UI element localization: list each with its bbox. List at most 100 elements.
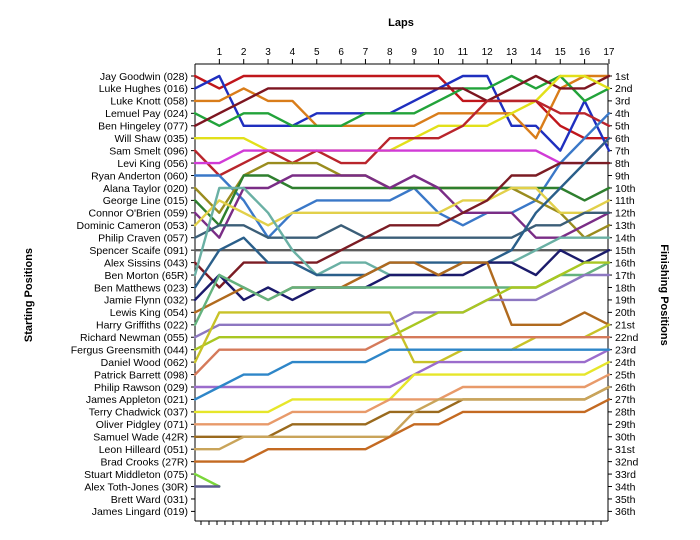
lap-tick-label-1: 1 bbox=[217, 47, 223, 58]
finishing-position-label: 31st bbox=[615, 444, 635, 456]
lap-tick-label-12: 12 bbox=[482, 47, 494, 58]
lap-tick-label-16: 16 bbox=[579, 47, 591, 58]
starting-driver-label: Samuel Wade (42R) bbox=[93, 432, 188, 444]
starting-driver-label: Stuart Middleton (075) bbox=[84, 469, 188, 481]
finishing-position-label: 11th bbox=[615, 195, 635, 207]
starting-driver-label: Alex Sissins (043) bbox=[104, 257, 188, 269]
lap-tick-label-10: 10 bbox=[433, 47, 445, 58]
starting-driver-label: Will Shaw (035) bbox=[114, 133, 188, 145]
x-axis-title: Laps bbox=[388, 17, 414, 29]
right-axis-title: Finishing Positions bbox=[658, 244, 670, 345]
starting-driver-label: Levi King (056) bbox=[117, 158, 188, 170]
driver-series-line-13 bbox=[193, 186, 611, 227]
starting-driver-label: Oliver Pidgley (071) bbox=[96, 419, 188, 431]
starting-driver-label: Brad Crooks (27R) bbox=[100, 456, 188, 468]
driver-series-line-22 bbox=[193, 273, 611, 339]
starting-driver-label: Dominic Cameron (053) bbox=[77, 220, 188, 232]
finishing-position-label: 16th bbox=[615, 257, 636, 269]
series-lines-group bbox=[193, 74, 611, 488]
finishing-position-label: 28th bbox=[615, 407, 636, 419]
finishing-position-label: 12th bbox=[615, 208, 636, 220]
starting-driver-label: Philip Craven (057) bbox=[98, 233, 188, 245]
starting-driver-label: Lewis King (054) bbox=[110, 307, 188, 319]
starting-driver-label: Philip Rawson (029) bbox=[94, 382, 188, 394]
finishing-position-label: 33rd bbox=[615, 469, 636, 481]
starting-driver-label: Brett Ward (031) bbox=[111, 494, 188, 506]
driver-series-line-16 bbox=[193, 161, 611, 289]
driver-series-line-1 bbox=[193, 74, 611, 140]
finishing-position-label: 3rd bbox=[615, 96, 630, 108]
starting-driver-label: Jay Goodwin (028) bbox=[100, 71, 188, 83]
starting-driver-label: Lemuel Pay (024) bbox=[105, 108, 188, 120]
finishing-position-label: 8th bbox=[615, 158, 630, 170]
driver-series-line-26 bbox=[193, 348, 611, 389]
starting-driver-label: Spencer Scaife (091) bbox=[89, 245, 188, 257]
starting-driver-label: James Appleton (021) bbox=[86, 394, 188, 406]
starting-driver-label: Luke Knott (058) bbox=[110, 96, 188, 108]
finishing-position-label: 14th bbox=[615, 233, 636, 245]
driver-series-line-27 bbox=[193, 348, 611, 401]
starting-driver-label: Daniel Wood (062) bbox=[101, 357, 188, 369]
starting-driver-label: Terry Chadwick (037) bbox=[89, 407, 188, 419]
starting-driver-label: Luke Hughes (016) bbox=[99, 83, 188, 95]
starting-driver-label: Fergus Greensmith (044) bbox=[71, 344, 188, 356]
lap-tick-label-17: 17 bbox=[603, 47, 615, 58]
finishing-position-label: 9th bbox=[615, 170, 630, 182]
lap-tick-label-8: 8 bbox=[387, 47, 393, 58]
lap-tick-label-4: 4 bbox=[290, 47, 296, 58]
starting-driver-label: Alana Taylor (020) bbox=[103, 183, 188, 195]
driver-series-line-33 bbox=[193, 472, 221, 488]
lap-tick-label-7: 7 bbox=[363, 47, 369, 58]
left-axis-title: Starting Positions bbox=[23, 248, 35, 342]
finishing-position-label: 10th bbox=[615, 183, 636, 195]
starting-driver-label: Alex Toth-Jones (30R) bbox=[84, 481, 188, 493]
finishing-position-label: 15th bbox=[615, 245, 636, 257]
finishing-position-label: 17th bbox=[615, 270, 636, 282]
lap-tick-label-6: 6 bbox=[338, 47, 344, 58]
starting-driver-label: Jamie Flynn (032) bbox=[104, 295, 188, 307]
finishing-position-label: 21st bbox=[615, 320, 635, 332]
driver-series-line-4 bbox=[193, 74, 611, 128]
driver-series-line-11 bbox=[193, 174, 611, 227]
starting-driver-label: James Lingard (019) bbox=[92, 506, 188, 518]
finishing-position-label: 25th bbox=[615, 369, 636, 381]
lap-tick-label-14: 14 bbox=[530, 47, 542, 58]
finishing-position-label: 4th bbox=[615, 108, 630, 120]
lap-tick-label-9: 9 bbox=[411, 47, 417, 58]
finishing-position-label: 19th bbox=[615, 295, 636, 307]
finishing-position-label: 35th bbox=[615, 494, 636, 506]
driver-series-line-7 bbox=[193, 99, 611, 177]
driver-series-line-19 bbox=[193, 248, 611, 302]
starting-driver-label: Ben Matthews (023) bbox=[94, 282, 188, 294]
finishing-position-label: 36th bbox=[615, 506, 636, 518]
lap-tick-label-3: 3 bbox=[265, 47, 271, 58]
finishing-position-label: 23rd bbox=[615, 344, 636, 356]
driver-series-line-32 bbox=[193, 398, 611, 463]
finishing-position-label: 6th bbox=[615, 133, 630, 145]
finishing-position-label: 27th bbox=[615, 394, 636, 406]
finishing-position-label: 34th bbox=[615, 481, 636, 493]
finishing-position-label: 26th bbox=[615, 382, 636, 394]
finishing-position-label: 18th bbox=[615, 282, 636, 294]
starting-driver-label: Harry Griffiths (022) bbox=[96, 320, 188, 332]
starting-driver-label: Ben Hingeley (077) bbox=[98, 121, 188, 133]
finishing-position-label: 2nd bbox=[615, 83, 633, 95]
driver-series-line-3 bbox=[193, 74, 611, 140]
finishing-position-label: 32nd bbox=[615, 456, 639, 468]
finishing-position-label: 5th bbox=[615, 121, 630, 133]
driver-series-line-23 bbox=[193, 261, 611, 351]
driver-series-line-25 bbox=[193, 336, 611, 376]
finishing-position-label: 30th bbox=[615, 432, 636, 444]
starting-driver-label: Connor O'Brien (059) bbox=[89, 208, 188, 220]
driver-series-line-31 bbox=[193, 385, 611, 451]
lap-tick-label-15: 15 bbox=[555, 47, 567, 58]
driver-series-line-14 bbox=[193, 211, 611, 239]
starting-driver-label: Ryan Anderton (060) bbox=[91, 170, 188, 182]
driver-series-line-6 bbox=[193, 74, 611, 152]
finishing-position-label: 24th bbox=[615, 357, 636, 369]
starting-driver-label: Sam Smelt (096) bbox=[109, 145, 188, 157]
finishing-position-label: 7th bbox=[615, 145, 630, 157]
